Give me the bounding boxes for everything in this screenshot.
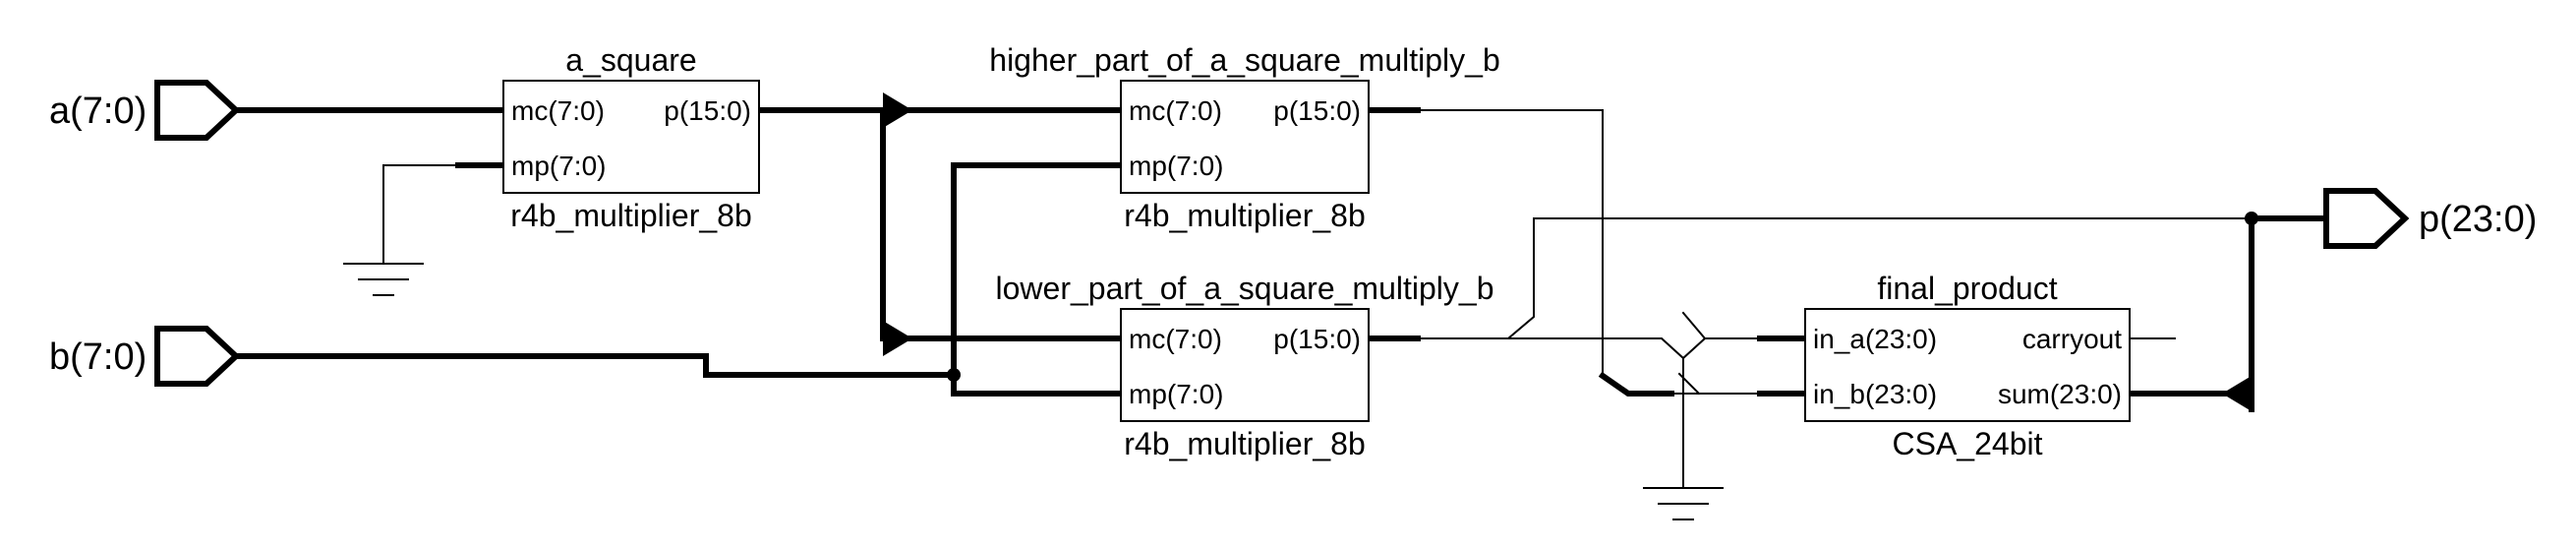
port-b: b(7:0) [49, 326, 241, 387]
arrow-sum-out [2222, 376, 2252, 411]
block-higher-pin-p: p(15:0) [1273, 95, 1361, 126]
block-a-square-body [502, 80, 760, 194]
wire-b-bus [233, 353, 957, 378]
wire-lower-p-route [1417, 217, 1562, 339]
block-final-instance: final_product [1877, 271, 2057, 306]
block-lower-pin-mp: mp(7:0) [1129, 379, 1223, 409]
wire-lower-p-to-in-a [1507, 337, 1761, 360]
wire-higher-p-diag [1598, 371, 1674, 396]
port-p-label: p(23:0) [2419, 199, 2537, 240]
block-final-pin-in-a: in_a(23:0) [1813, 324, 1937, 354]
block-lower-pin-p: p(15:0) [1273, 324, 1361, 354]
port-a-label: a(7:0) [49, 91, 146, 132]
block-higher-body [1120, 80, 1370, 194]
block-lower: lower_part_of_a_square_multiply_b r4b_mu… [996, 271, 1494, 461]
arrow-split-lower [883, 321, 912, 356]
port-p: p(23:0) [2323, 188, 2537, 249]
block-higher-pin-mc: mc(7:0) [1129, 95, 1222, 126]
arrow-split-higher [883, 92, 912, 128]
ground-symbol-csa [1643, 487, 1724, 520]
port-p-shape [2323, 188, 2410, 249]
ground-symbol-a-square [343, 263, 424, 296]
block-final-body [1804, 308, 2131, 422]
port-b-shape [154, 326, 241, 387]
block-a-square-pin-mc: mc(7:0) [511, 95, 605, 126]
block-final-pin-in-b: in_b(23:0) [1813, 379, 1937, 409]
wire-csa-ground-diag [1681, 311, 1707, 340]
block-higher-instance: higher_part_of_a_square_multiply_b [989, 42, 1499, 78]
junctions [883, 92, 2258, 411]
block-final-pin-carryout: carryout [2022, 324, 2122, 354]
block-lower-instance: lower_part_of_a_square_multiply_b [996, 271, 1494, 306]
block-lower-cell: r4b_multiplier_8b [1124, 426, 1365, 461]
block-a-square-cell: r4b_multiplier_8b [510, 198, 751, 233]
block-a-square-instance: a_square [565, 42, 696, 78]
block-a-square-pin-p: p(15:0) [664, 95, 751, 126]
block-final-pin-sum: sum(23:0) [1998, 379, 2122, 409]
block-a-square-pin-mp: mp(7:0) [511, 151, 606, 181]
junction-p-out [2245, 212, 2258, 225]
port-a: a(7:0) [49, 80, 241, 141]
block-final-product: final_product CSA_24bit in_a(23:0) in_b(… [1804, 271, 2131, 461]
block-higher-cell: r4b_multiplier_8b [1124, 198, 1365, 233]
block-final-cell: CSA_24bit [1893, 426, 2043, 461]
block-higher: higher_part_of_a_square_multiply_b r4b_m… [989, 42, 1499, 233]
junction-b [947, 368, 961, 382]
block-a-square: a_square r4b_multiplier_8b mc(7:0) mp(7:… [502, 42, 760, 233]
block-lower-pin-mc: mc(7:0) [1129, 324, 1222, 354]
port-a-shape [154, 80, 241, 141]
wire-higher-p-route [1417, 109, 1672, 395]
port-b-label: b(7:0) [49, 336, 146, 378]
wire-a-square-mp-ground-thin [382, 164, 459, 265]
block-higher-pin-mp: mp(7:0) [1129, 151, 1223, 181]
block-lower-body [1120, 308, 1370, 422]
